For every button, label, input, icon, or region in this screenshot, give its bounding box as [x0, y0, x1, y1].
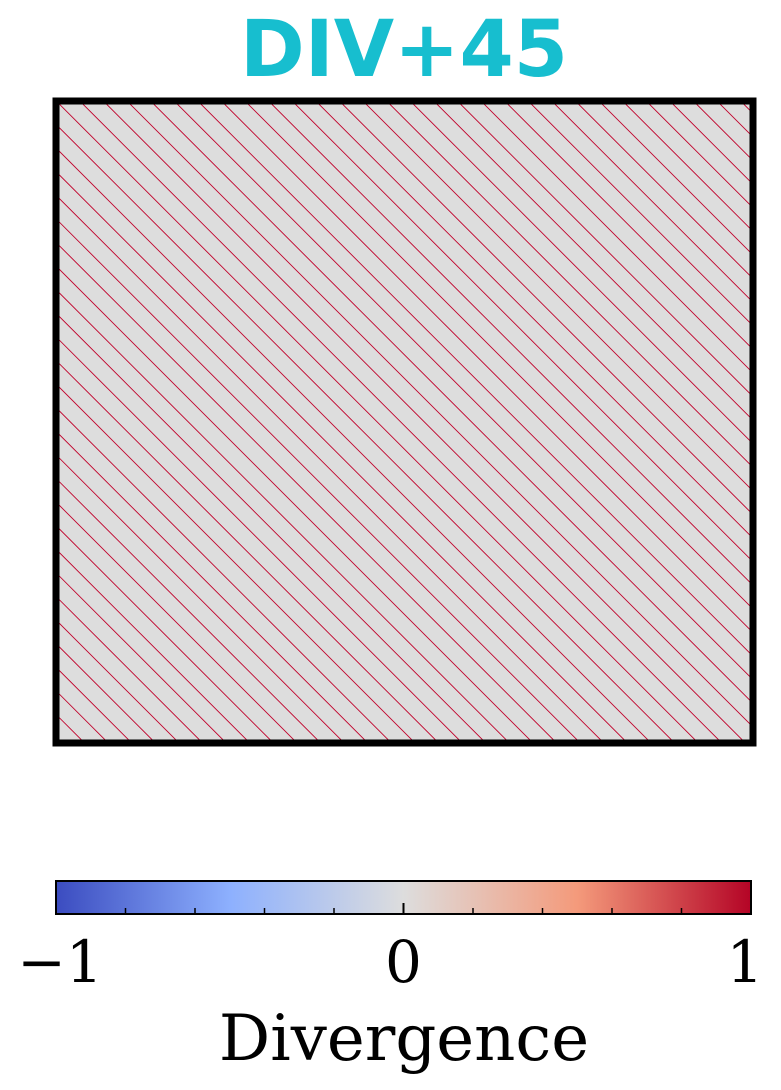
colorbar: −1 0 1 Divergence — [17, 880, 763, 1076]
field-stripe — [126, 101, 753, 728]
field-stripe — [716, 101, 753, 138]
colorbar-major-ticks — [55, 903, 752, 914]
colorbar-tick-label: 0 — [385, 928, 422, 996]
field-stripe — [56, 360, 440, 743]
field-stripe — [56, 171, 629, 743]
field-stripe — [291, 101, 753, 563]
field-stripe — [79, 101, 723, 743]
field-stripe — [56, 218, 581, 743]
field-stripe — [56, 147, 652, 743]
field-stripe — [669, 101, 753, 185]
field-stripe — [56, 124, 676, 743]
field-stripe — [574, 101, 753, 280]
chart-title: DIV+45 — [240, 5, 568, 95]
field-plot — [52, 97, 757, 747]
field-stripe — [692, 101, 753, 162]
field-stripe — [503, 101, 753, 351]
field-stripe — [56, 194, 605, 743]
field-stripe — [527, 101, 753, 327]
field-stripe — [56, 312, 487, 743]
field-stripe — [409, 101, 753, 445]
field-stripe — [244, 101, 753, 610]
field-stripe — [551, 101, 753, 303]
field-frame — [52, 97, 757, 747]
field-stripe — [56, 101, 699, 743]
colorbar-minor-ticks — [124, 908, 683, 914]
field-stripe — [645, 101, 753, 209]
field-stripe — [220, 101, 753, 634]
field-stripe — [385, 101, 753, 469]
field-stripe — [433, 101, 753, 421]
field-stripe — [173, 101, 753, 681]
field-stripe — [56, 383, 416, 743]
field-stripe — [56, 501, 298, 743]
field-stripe — [56, 407, 393, 743]
field-stripe — [56, 336, 463, 743]
field-stripe — [362, 101, 753, 492]
colorbar-tick-labels: −1 0 1 — [17, 928, 763, 996]
colorbar-tick-label: −1 — [17, 928, 103, 996]
field-stripe — [56, 242, 558, 743]
field-stripe — [338, 101, 753, 516]
colorbar-label: Divergence — [219, 1002, 589, 1076]
field-stripe — [598, 101, 753, 256]
field-stripe — [621, 101, 753, 233]
field-stripe — [102, 101, 747, 743]
field-stripe — [56, 265, 534, 743]
field-stripe — [480, 101, 753, 374]
colorbar-tick-label: 1 — [727, 928, 764, 996]
field-stripe — [456, 101, 753, 398]
field-stripe — [315, 101, 753, 539]
field-stripe — [267, 101, 753, 587]
field-stripe — [56, 430, 369, 743]
field-stripe — [56, 289, 511, 743]
field-stripe — [56, 478, 322, 743]
field-stripe — [56, 454, 345, 743]
field-stripe — [197, 101, 753, 657]
field-stripe — [149, 101, 753, 705]
field-stripes — [56, 101, 753, 743]
